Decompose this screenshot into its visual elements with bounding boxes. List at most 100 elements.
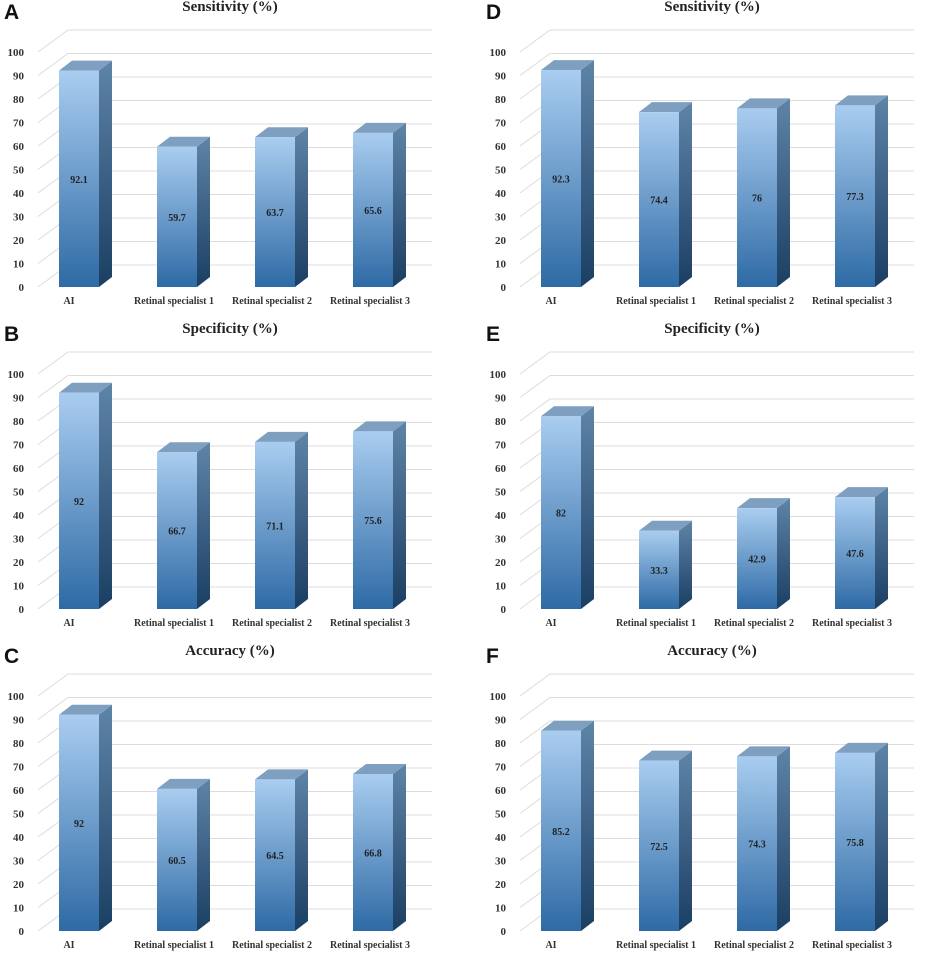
y-tick-label: 100 — [8, 691, 25, 703]
bar-front — [835, 752, 875, 931]
gridline — [519, 720, 914, 744]
y-tick-label: 10 — [13, 903, 25, 915]
y-tick-label: 40 — [495, 510, 507, 522]
gridline — [37, 697, 432, 720]
data-label: 92.1 — [70, 175, 88, 186]
bar-top — [255, 769, 308, 780]
x-tick-label: Retinal specialist 3 — [330, 296, 410, 307]
panel-letter: C — [4, 645, 20, 668]
x-tick-label: Retinal specialist 2 — [232, 940, 312, 951]
x-tick-label: AI — [63, 618, 74, 629]
bar-top — [737, 498, 790, 509]
gridline — [519, 697, 914, 720]
bar — [353, 122, 406, 287]
bar-front — [541, 416, 581, 609]
y-tick-label: 50 — [495, 809, 507, 821]
y-tick-label: 70 — [495, 118, 507, 130]
y-tick-label: 0 — [501, 926, 507, 938]
y-tick-label: 100 — [490, 691, 507, 703]
x-tick-label: AI — [63, 296, 74, 307]
bar-top — [59, 704, 112, 715]
y-tick-label: 40 — [495, 188, 507, 200]
y-tick-label: 80 — [495, 94, 507, 106]
bar-front — [353, 431, 393, 609]
bar-top — [353, 764, 406, 775]
bar-side — [777, 98, 790, 288]
bar — [157, 778, 210, 931]
bar-front — [59, 392, 99, 609]
y-tick-label: 40 — [13, 832, 25, 844]
bar-front — [157, 452, 197, 609]
bar-side — [777, 746, 790, 931]
gridline — [37, 375, 432, 398]
bar-side — [393, 122, 406, 287]
bar-top — [157, 778, 210, 789]
chart-title: Specificity (%) — [664, 321, 760, 337]
bar — [157, 136, 210, 287]
gridline — [37, 351, 432, 375]
gridline — [519, 673, 914, 697]
y-tick-label: 20 — [13, 879, 25, 891]
bar — [353, 764, 406, 931]
bar-front — [737, 756, 777, 931]
bar — [59, 60, 112, 287]
bar-side — [197, 778, 210, 931]
y-tick-label: 90 — [13, 71, 25, 83]
y-tick-label: 30 — [495, 534, 507, 546]
x-tick-label: Retinal specialist 1 — [616, 296, 696, 307]
y-tick-label: 30 — [13, 856, 25, 868]
gridline — [37, 29, 432, 53]
bar-side — [295, 127, 308, 288]
gridline — [519, 375, 914, 398]
y-tick-label: 80 — [13, 738, 25, 750]
bar-side — [875, 95, 888, 287]
data-label: 75.8 — [846, 838, 864, 849]
bar-front — [255, 137, 295, 287]
y-tick-label: 40 — [13, 510, 25, 522]
bar-top — [541, 60, 594, 71]
y-tick-label: 60 — [13, 141, 25, 153]
data-label: 77.3 — [846, 192, 864, 203]
data-label: 92 — [74, 497, 84, 508]
y-tick-label: 40 — [13, 188, 25, 200]
y-tick-label: 20 — [495, 235, 507, 247]
bar-top — [737, 98, 790, 109]
y-tick-label: 20 — [495, 557, 507, 569]
data-label: 74.3 — [748, 840, 766, 851]
bar-side — [875, 742, 888, 931]
data-label: 85.2 — [552, 827, 570, 838]
x-tick-label: AI — [545, 618, 556, 629]
x-tick-label: Retinal specialist 2 — [714, 618, 794, 629]
bar-top — [59, 382, 112, 393]
y-tick-label: 10 — [13, 581, 25, 593]
data-label: 65.6 — [364, 206, 382, 217]
data-label: 63.7 — [266, 208, 284, 219]
bar-top — [835, 487, 888, 498]
bar-top — [835, 95, 888, 106]
y-tick-label: 0 — [19, 282, 25, 294]
bar-side — [679, 102, 692, 287]
bar-front — [541, 70, 581, 287]
bar — [835, 742, 888, 931]
y-tick-label: 100 — [8, 369, 25, 381]
bar-front — [353, 774, 393, 931]
gridline — [519, 29, 914, 53]
bar-side — [777, 498, 790, 609]
panel-letter: A — [4, 1, 20, 24]
y-tick-label: 30 — [495, 212, 507, 224]
bar-top — [639, 750, 692, 761]
x-tick-label: Retinal specialist 1 — [134, 618, 214, 629]
bar-side — [295, 431, 308, 609]
y-tick-label: 80 — [495, 738, 507, 750]
x-tick-label: Retinal specialist 1 — [616, 618, 696, 629]
x-tick-label: Retinal specialist 3 — [330, 940, 410, 951]
bar-front — [255, 779, 295, 931]
bar — [737, 98, 790, 288]
x-tick-label: AI — [545, 296, 556, 307]
chart-panel-f: F Accuracy (%) 0 10 20 30 40 50 60 70 80 90 100 85.2 A… — [482, 644, 941, 962]
chart-panel-c: C Accuracy (%) 0 10 20 30 40 50 60 70 80 90 100 92 AI 6… — [0, 644, 470, 962]
bar — [639, 520, 692, 609]
y-tick-label: 100 — [490, 369, 507, 381]
bar-side — [393, 764, 406, 931]
